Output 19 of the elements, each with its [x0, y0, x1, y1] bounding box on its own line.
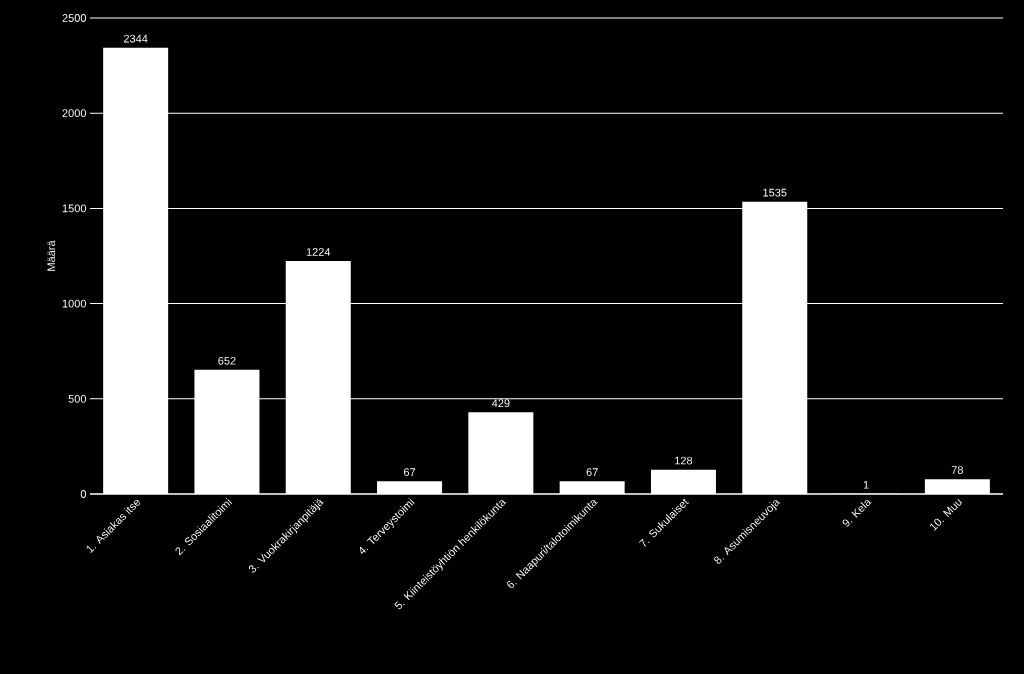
- y-tick-label: 500: [68, 394, 87, 403]
- data-label: 1224: [306, 248, 331, 256]
- data-label: 67: [586, 468, 598, 477]
- y-axis-title: Määrä: [47, 240, 56, 271]
- y-tick-label: 2000: [62, 109, 87, 118]
- x-tick-label: 9. Kela: [842, 499, 872, 527]
- data-label: 652: [218, 356, 236, 365]
- y-tick-label: 1500: [62, 204, 87, 213]
- data-label: 2344: [123, 34, 148, 43]
- y-tick-label: 2500: [62, 14, 87, 22]
- data-label: 128: [675, 456, 693, 465]
- y-tick-label: 1000: [62, 299, 87, 308]
- y-tick-label: 0: [80, 490, 87, 498]
- data-label: 1: [863, 481, 869, 489]
- data-label: 429: [491, 399, 510, 408]
- data-label: 78: [951, 466, 963, 474]
- data-label: 1535: [763, 188, 787, 197]
- x-tick-label: 10. Muu: [930, 498, 963, 531]
- data-label: 67: [404, 468, 416, 477]
